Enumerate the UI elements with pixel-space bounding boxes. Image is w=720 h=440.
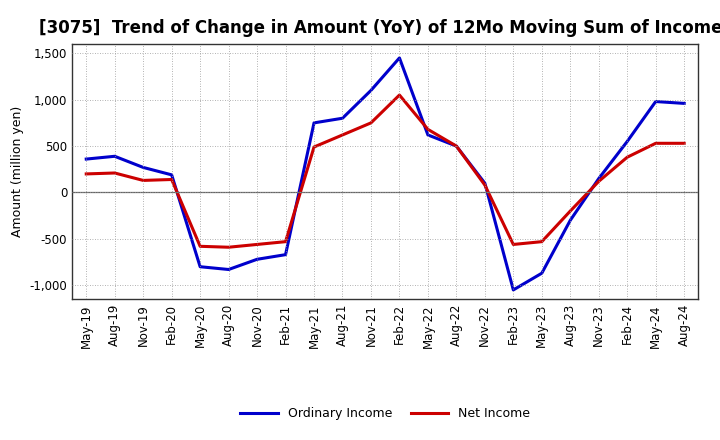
Ordinary Income: [452, 143, 461, 149]
Net Income: [595, 179, 603, 184]
Ordinary Income: [623, 139, 631, 144]
Ordinary Income: [139, 165, 148, 170]
Net Income: [509, 242, 518, 247]
Ordinary Income: [167, 172, 176, 177]
Ordinary Income: [652, 99, 660, 104]
Line: Net Income: Net Income: [86, 95, 684, 247]
Net Income: [480, 183, 489, 188]
Net Income: [196, 244, 204, 249]
Net Income: [110, 170, 119, 176]
Legend: Ordinary Income, Net Income: Ordinary Income, Net Income: [235, 403, 535, 425]
Net Income: [566, 209, 575, 214]
Net Income: [680, 141, 688, 146]
Net Income: [366, 120, 375, 125]
Ordinary Income: [253, 257, 261, 262]
Title: [3075]  Trend of Change in Amount (YoY) of 12Mo Moving Sum of Incomes: [3075] Trend of Change in Amount (YoY) o…: [38, 19, 720, 37]
Ordinary Income: [566, 218, 575, 223]
Net Income: [537, 239, 546, 244]
Ordinary Income: [110, 154, 119, 159]
Net Income: [139, 178, 148, 183]
Net Income: [82, 171, 91, 176]
Ordinary Income: [196, 264, 204, 269]
Net Income: [652, 141, 660, 146]
Ordinary Income: [82, 157, 91, 162]
Net Income: [167, 177, 176, 182]
Ordinary Income: [395, 55, 404, 61]
Ordinary Income: [338, 116, 347, 121]
Y-axis label: Amount (million yen): Amount (million yen): [11, 106, 24, 237]
Net Income: [395, 92, 404, 98]
Ordinary Income: [423, 132, 432, 138]
Net Income: [282, 239, 290, 244]
Ordinary Income: [537, 271, 546, 276]
Net Income: [253, 242, 261, 247]
Ordinary Income: [282, 252, 290, 257]
Net Income: [452, 143, 461, 149]
Ordinary Income: [310, 120, 318, 125]
Net Income: [225, 245, 233, 250]
Ordinary Income: [366, 88, 375, 93]
Ordinary Income: [509, 287, 518, 293]
Net Income: [310, 144, 318, 150]
Ordinary Income: [595, 176, 603, 181]
Net Income: [423, 127, 432, 132]
Net Income: [623, 154, 631, 160]
Line: Ordinary Income: Ordinary Income: [86, 58, 684, 290]
Ordinary Income: [680, 101, 688, 106]
Ordinary Income: [480, 180, 489, 186]
Net Income: [338, 132, 347, 138]
Ordinary Income: [225, 267, 233, 272]
